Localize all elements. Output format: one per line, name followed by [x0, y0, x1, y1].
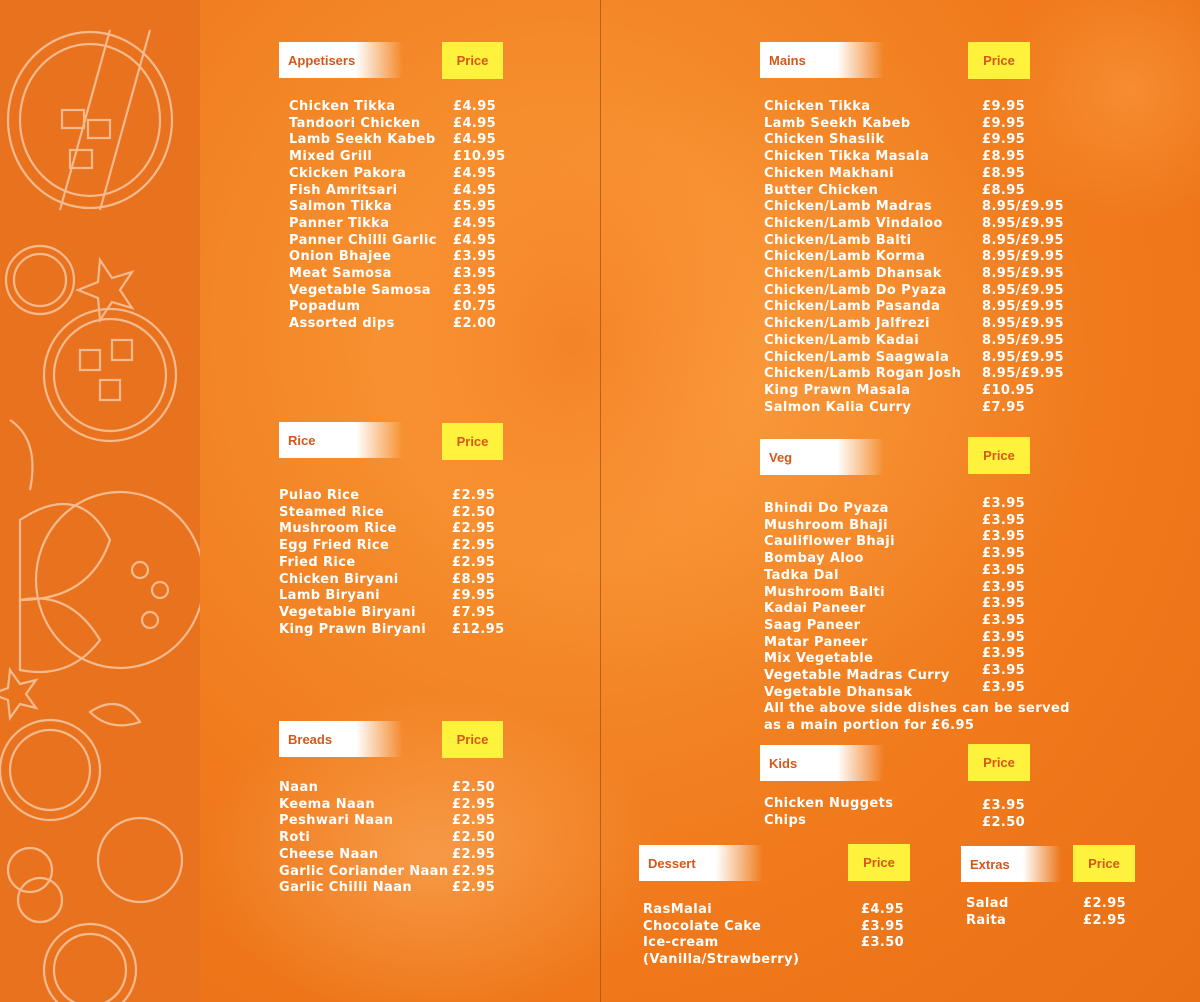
kids-price-label: Price [968, 744, 1030, 781]
rice-header: Rice [279, 422, 403, 458]
rice-price-label: Price [442, 423, 503, 460]
dessert-header: Dessert [639, 845, 763, 881]
kids-header: Kids [760, 745, 884, 781]
extras-price-label: Price [1073, 845, 1135, 882]
veg-header: Veg [760, 439, 884, 475]
menu-fold-line [600, 0, 601, 1002]
veg-main-portion-note: All the above side dishes can be served … [764, 700, 1070, 734]
appetisers-price-label: Price [442, 42, 503, 79]
note-line: as a main portion for £6.95 [764, 718, 975, 733]
dessert-price-label: Price [848, 844, 910, 881]
background-rice [200, 690, 660, 1002]
note-line: All the above side dishes can be served [764, 701, 1070, 716]
veg-price-label: Price [968, 437, 1030, 474]
appetisers-header: Appetisers [279, 42, 403, 78]
extras-header: Extras [961, 846, 1061, 882]
mains-header: Mains [760, 42, 884, 78]
breads-price-label: Price [442, 721, 503, 758]
mains-price-label: Price [968, 42, 1030, 79]
food-doodle-icon [0, 29, 200, 1002]
decorative-food-illustration [0, 0, 200, 1002]
background-chicken [380, 110, 760, 570]
background-orange [1000, 0, 1200, 220]
breads-header: Breads [279, 721, 403, 757]
